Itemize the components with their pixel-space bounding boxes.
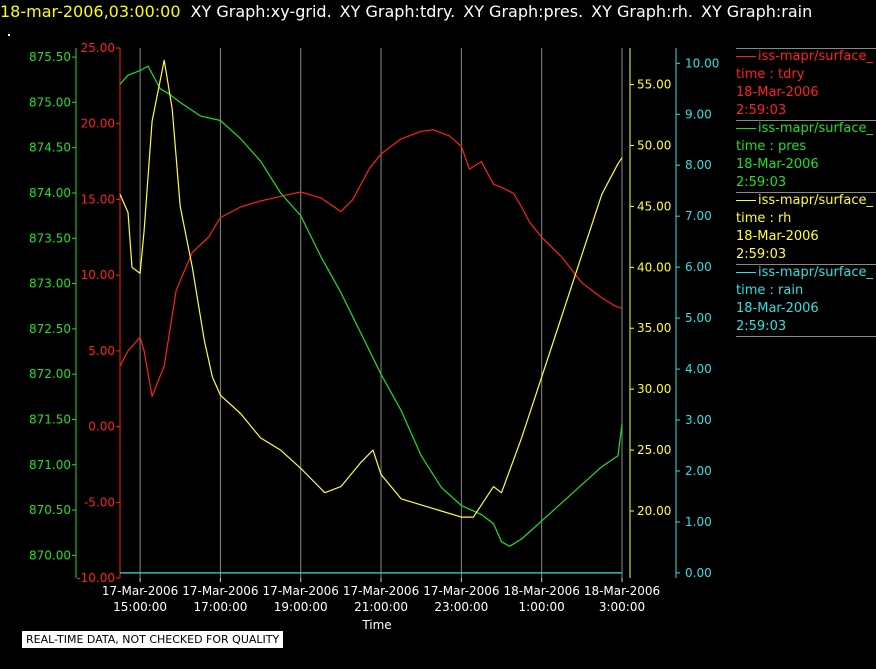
tdry-tick-label: 25.00 <box>81 41 115 55</box>
legend-time: 2:59:03 <box>736 247 787 262</box>
graph-title-2: XY Graph:tdry. <box>339 2 456 21</box>
legend-time: 2:59:03 <box>736 319 787 334</box>
rh-tick-label: 20.00 <box>637 504 671 518</box>
x-tick-label: 1:00:00 <box>519 600 565 614</box>
pres-tick-label: 875.50 <box>29 50 71 64</box>
pres-tick-label: 872.00 <box>29 367 71 381</box>
x-tick-label: 21:00:00 <box>354 600 408 614</box>
legend-source: iss-mapr/surface_ <box>758 121 874 136</box>
tdry-tick-label: 15.00 <box>81 192 115 206</box>
x-tick-label: 18-Mar-2006 <box>504 584 580 598</box>
legend-label: time : pres <box>736 139 807 154</box>
legend-divider <box>736 336 876 337</box>
legend-date: 18-Mar-2006 <box>736 85 819 100</box>
x-tick-label: 15:00:00 <box>113 600 167 614</box>
rain-tick-label: 7.00 <box>685 209 712 223</box>
x-tick-label: 23:00:00 <box>434 600 488 614</box>
header-bar: 18-mar-2006,03:00:00 XY Graph:xy-grid. XY … <box>0 2 820 24</box>
x-axis-label: Time <box>361 618 391 632</box>
legend-divider <box>736 120 876 121</box>
legend-date: 18-Mar-2006 <box>736 229 819 244</box>
x-tick-label: 18-Mar-2006 <box>584 584 660 598</box>
legend-swatch <box>736 272 756 273</box>
graph-title-4: XY Graph:rh. <box>591 2 693 21</box>
pres-tick-label: 870.50 <box>29 503 71 517</box>
rh-tick-label: 25.00 <box>637 443 671 457</box>
x-tick-label: 3:00:00 <box>599 600 645 614</box>
rh-tick-label: 45.00 <box>637 199 671 213</box>
series-line-pres <box>119 65 623 547</box>
pres-tick-label: 873.00 <box>29 277 71 291</box>
tdry-tick-label: 20.00 <box>81 117 115 131</box>
pres-tick-label: 874.50 <box>29 141 71 155</box>
legend-entry-tdry: iss-mapr/surface_ time : tdry 18-Mar-200… <box>736 48 876 120</box>
legend-time: 2:59:03 <box>736 175 787 190</box>
pres-tick-label: 874.00 <box>29 186 71 200</box>
series-line-tdry <box>119 129 623 397</box>
legend-entry-rain: iss-mapr/surface_ time : rain 18-Mar-200… <box>736 264 876 336</box>
rain-tick-label: 5.00 <box>685 311 712 325</box>
x-tick-label: 19:00:00 <box>274 600 328 614</box>
legend-label: time : rain <box>736 283 804 298</box>
rain-tick-label: 2.00 <box>685 464 712 478</box>
tdry-tick-label: 10.00 <box>81 268 115 282</box>
tdry-tick-label: 0.00 <box>88 420 115 434</box>
legend-divider <box>736 192 876 193</box>
tdry-tick-label: -5.00 <box>84 495 115 509</box>
tdry-tick-label: -10.00 <box>76 571 115 585</box>
rh-tick-label: 35.00 <box>637 321 671 335</box>
pres-tick-label: 875.00 <box>29 95 71 109</box>
rh-tick-label: 55.00 <box>637 78 671 92</box>
rain-tick-label: 8.00 <box>685 158 712 172</box>
legend: iss-mapr/surface_ time : tdry 18-Mar-200… <box>736 48 876 337</box>
pres-tick-label: 871.50 <box>29 412 71 426</box>
rain-tick-label: 1.00 <box>685 515 712 529</box>
legend-swatch <box>736 56 756 57</box>
rain-tick-label: 4.00 <box>685 362 712 376</box>
rh-tick-label: 40.00 <box>637 260 671 274</box>
legend-label: time : tdry <box>736 67 805 82</box>
legend-swatch <box>736 200 756 201</box>
x-tick-label: 17-Mar-2006 <box>343 584 419 598</box>
pres-tick-label: 871.00 <box>29 458 71 472</box>
legend-divider <box>736 48 876 49</box>
rain-tick-label: 6.00 <box>685 260 712 274</box>
legend-time: 2:59:03 <box>736 103 787 118</box>
legend-entry-pres: iss-mapr/surface_ time : pres 18-Mar-200… <box>736 120 876 192</box>
x-tick-label: 17:00:00 <box>193 600 247 614</box>
x-tick-label: 17-Mar-2006 <box>423 584 499 598</box>
rh-tick-label: 50.00 <box>637 138 671 152</box>
marker-dot <box>8 34 10 36</box>
legend-divider <box>736 264 876 265</box>
legend-source: iss-mapr/surface_ <box>758 193 874 208</box>
graph-title-3: XY Graph:pres. <box>463 2 584 21</box>
legend-date: 18-Mar-2006 <box>736 157 819 172</box>
legend-source: iss-mapr/surface_ <box>758 265 874 280</box>
rain-tick-label: 0.00 <box>685 566 712 580</box>
legend-label: time : rh <box>736 211 792 226</box>
quality-notice: REAL-TIME DATA, NOT CHECKED FOR QUALITY <box>22 631 284 648</box>
pres-tick-label: 872.50 <box>29 322 71 336</box>
x-tick-label: 17-Mar-2006 <box>182 584 258 598</box>
legend-swatch <box>736 128 756 129</box>
x-tick-label: 17-Mar-2006 <box>102 584 178 598</box>
rain-tick-label: 9.00 <box>685 107 712 121</box>
graph-title-1: XY Graph:xy-grid. <box>190 2 332 21</box>
rain-tick-label: 10.00 <box>685 56 719 70</box>
legend-date: 18-Mar-2006 <box>736 301 819 316</box>
rain-tick-label: 3.00 <box>685 413 712 427</box>
tdry-tick-label: 5.00 <box>88 344 115 358</box>
rh-tick-label: 30.00 <box>637 382 671 396</box>
legend-entry-rh: iss-mapr/surface_ time : rh 18-Mar-2006 … <box>736 192 876 264</box>
header-timestamp: 18-mar-2006,03:00:00 <box>0 2 181 21</box>
series-line-rh <box>119 59 623 518</box>
pres-tick-label: 873.50 <box>29 231 71 245</box>
legend-source: iss-mapr/surface_ <box>758 49 874 64</box>
graph-title-5: XY Graph:rain <box>700 2 813 21</box>
pres-tick-label: 870.00 <box>29 548 71 562</box>
x-tick-label: 17-Mar-2006 <box>263 584 339 598</box>
